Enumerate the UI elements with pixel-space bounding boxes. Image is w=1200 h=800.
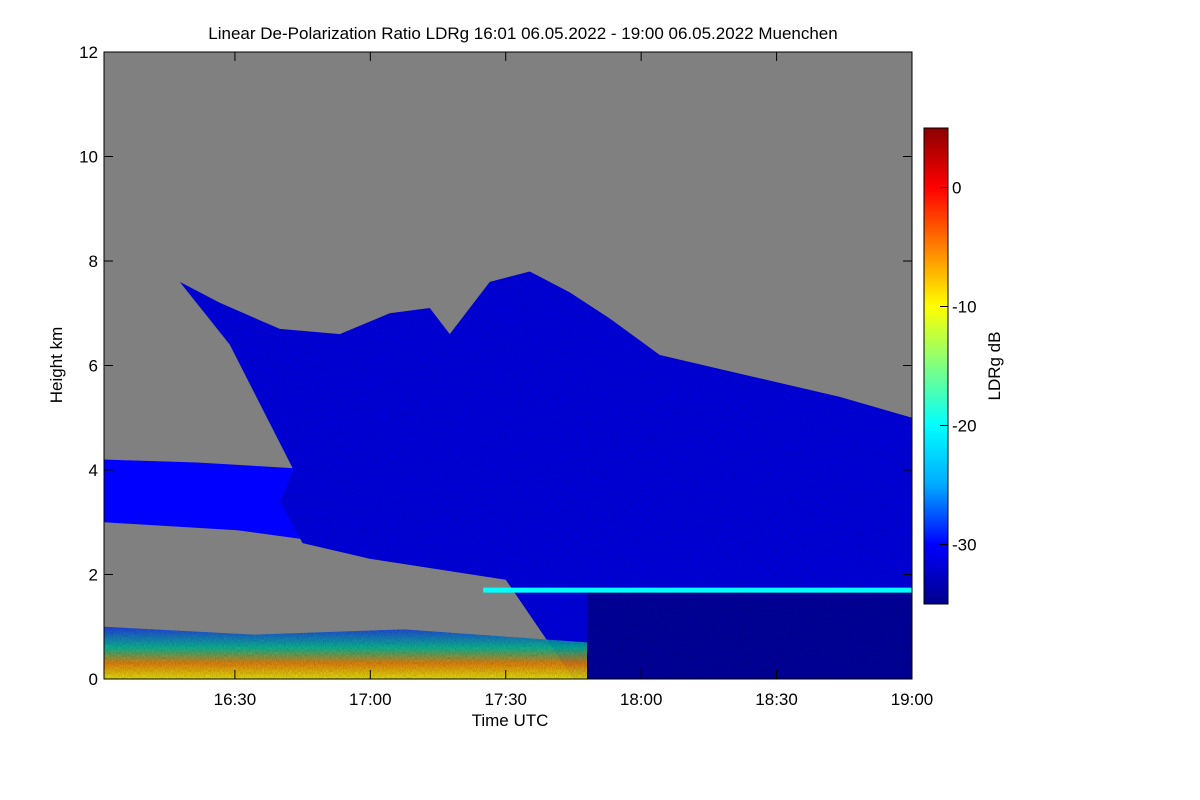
y-tick-label: 12 (79, 43, 98, 62)
colorbar-tick-label: -30 (952, 536, 977, 555)
plot-area (104, 52, 912, 679)
colorbar-tick-label: -10 (952, 298, 977, 317)
x-tick-label: 17:00 (349, 690, 392, 709)
x-tick-label: 18:00 (620, 690, 663, 709)
colorbar-label: LDRg dB (985, 332, 1004, 401)
colorbar-tick-label: 0 (952, 179, 961, 198)
y-tick-label: 8 (89, 252, 98, 271)
y-tick-label: 10 (79, 148, 98, 167)
x-axis-label: Time UTC (472, 711, 549, 730)
colorbar-tick-label: -20 (952, 417, 977, 436)
x-tick-label: 17:30 (484, 690, 527, 709)
chart-title: Linear De-Polarization Ratio LDRg 16:01 … (208, 24, 837, 43)
y-tick-label: 0 (89, 670, 98, 689)
cloud-texture (179, 271, 912, 679)
x-axis: 16:30 17:00 17:30 18:00 18:30 19:00 (214, 52, 934, 709)
x-tick-label: 18:30 (755, 690, 798, 709)
x-tick-label: 19:00 (891, 690, 934, 709)
y-axis: 0 2 4 6 8 10 12 (79, 43, 912, 689)
boundary-layer-texture (104, 626, 587, 679)
y-tick-label: 2 (89, 566, 98, 585)
colorbar-scale (923, 127, 949, 605)
x-tick-label: 16:30 (214, 690, 257, 709)
colorbar: 0 -10 -20 -30 LDRg dB (923, 127, 1004, 605)
y-tick-label: 6 (89, 357, 98, 376)
y-axis-label: Height km (47, 327, 66, 404)
y-tick-label: 4 (89, 461, 98, 480)
